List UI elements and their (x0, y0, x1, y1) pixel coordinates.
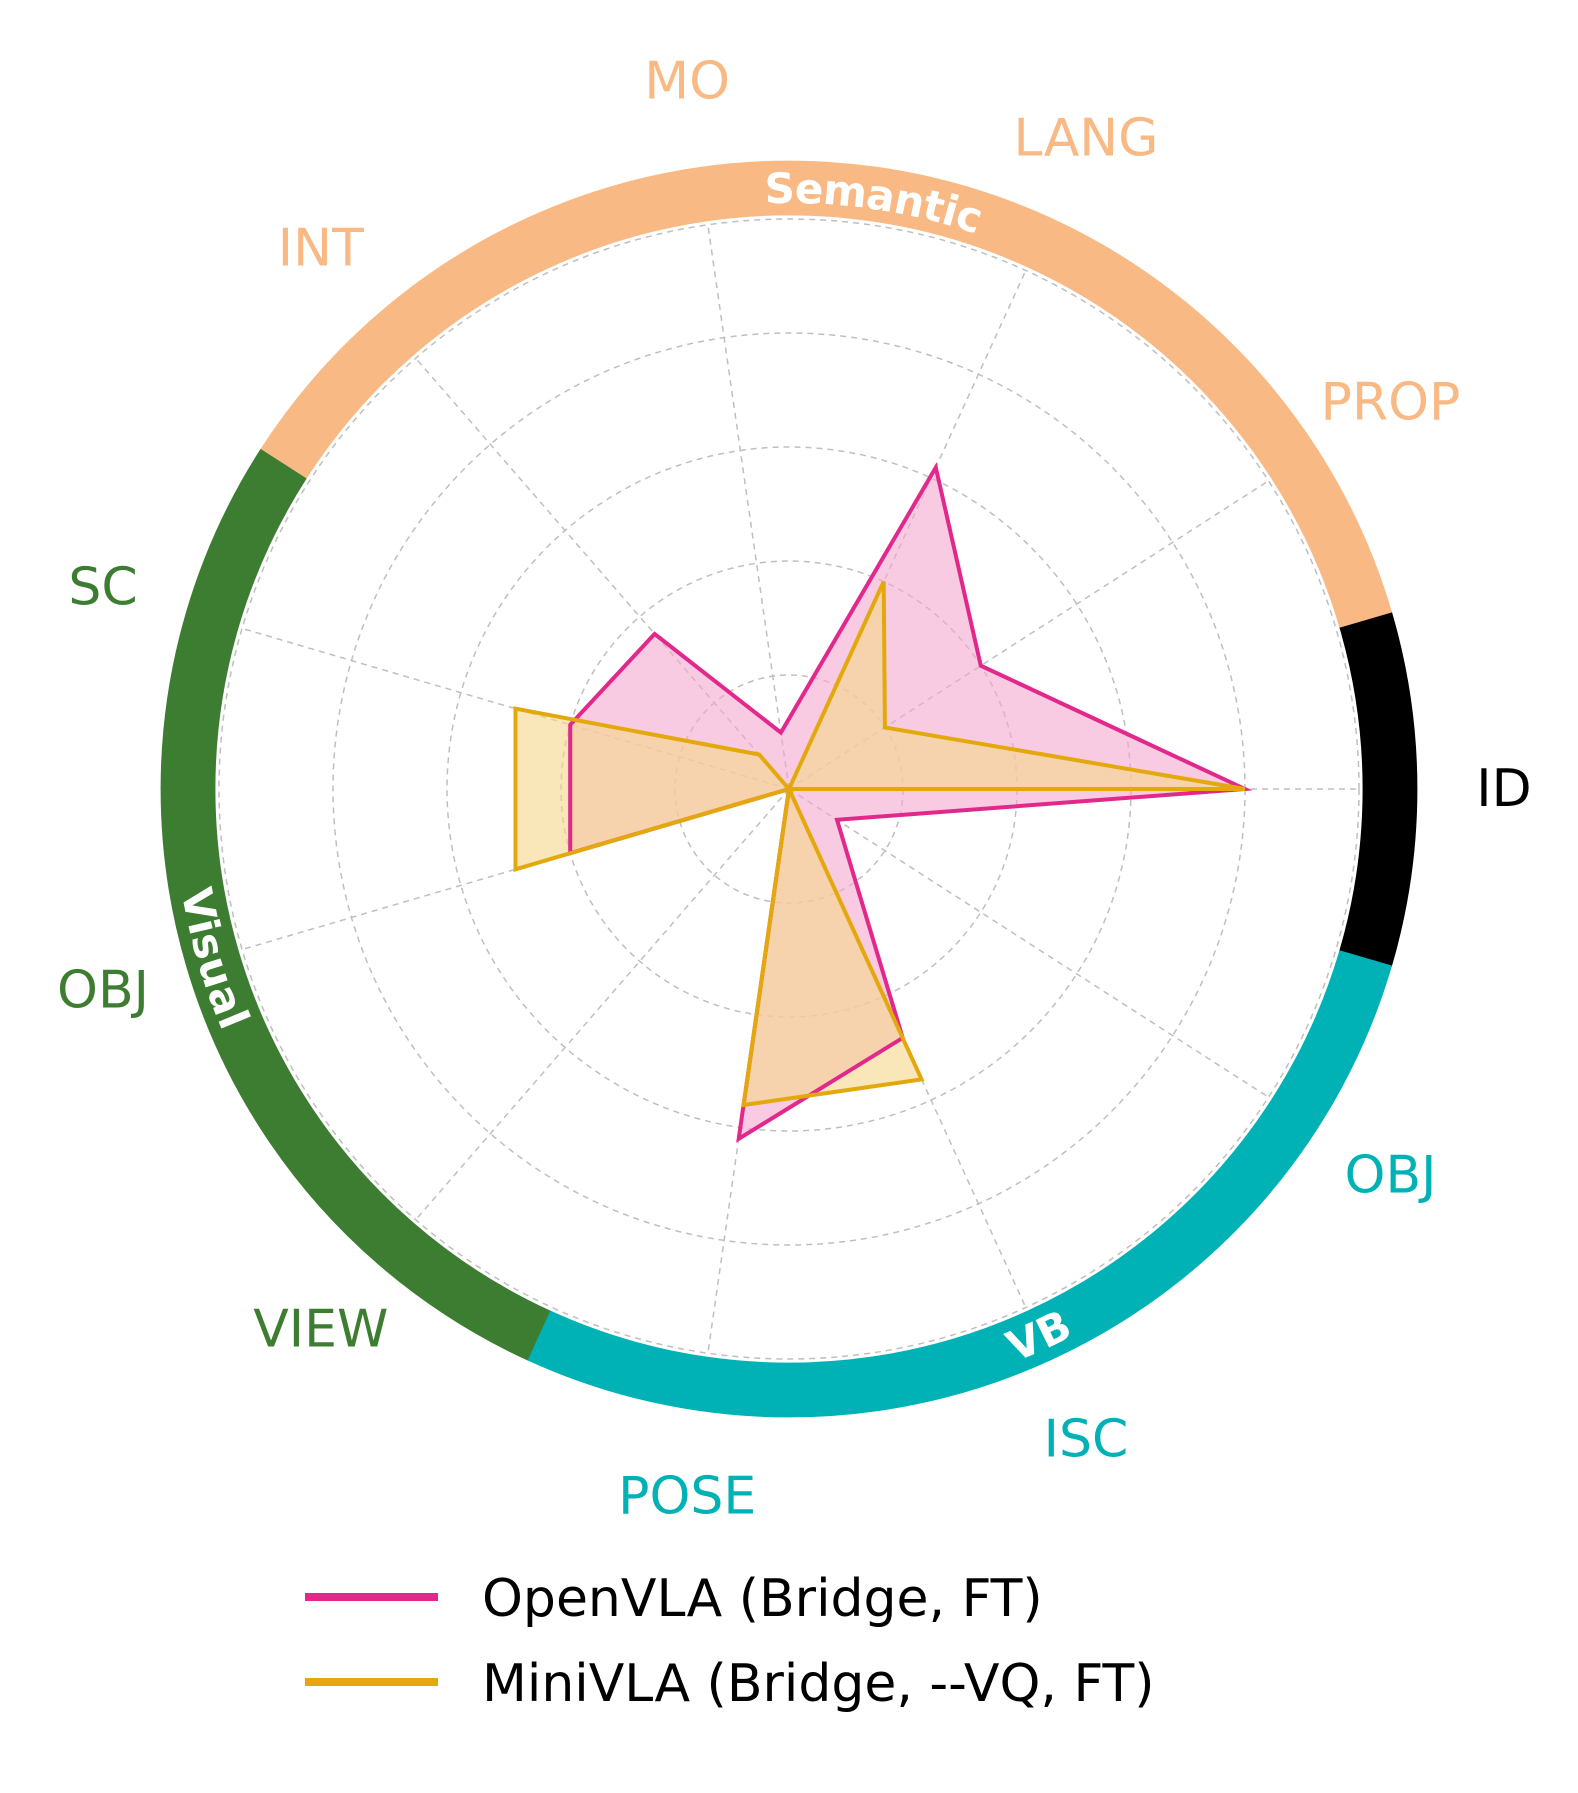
grid-spoke (707, 224, 790, 790)
grid-spokes (241, 224, 1359, 1354)
grid-spoke (788, 480, 1269, 790)
legend-label-openvla: OpenVLA (Bridge, FT) (482, 1569, 1043, 1629)
axis-label-obj-visual: OBJ (57, 960, 149, 1020)
axis-label-mo-semantic: MO (644, 51, 730, 111)
group-label-semantic: Semantic (764, 163, 989, 243)
band-segment-visual (160, 448, 307, 790)
grid-spoke (415, 788, 790, 1221)
band-segment-vb (527, 1310, 879, 1418)
axis-label-int-semantic: INT (278, 219, 364, 279)
band-segment-semantic (1164, 313, 1393, 628)
axis-label-prop-semantic: PROP (1321, 372, 1461, 432)
grid-spoke (788, 270, 1027, 790)
axis-label-sc-visual: SC (68, 558, 137, 618)
legend-label-minivla: MiniVLA (Bridge, --VQ, FT) (482, 1654, 1155, 1714)
axis-label-obj-vb: OBJ (1345, 1146, 1437, 1206)
category-band (160, 160, 1418, 1418)
axis-label-lang-semantic: LANG (1014, 109, 1159, 169)
grid-spoke (415, 357, 790, 790)
grid-ring (218, 218, 1360, 1360)
legend: OpenVLA (Bridge, FT) MiniVLA (Bridge, --… (305, 1569, 1155, 1714)
axis-label-id: ID (1476, 759, 1531, 819)
series-line-openvla-bridge-ft (568, 462, 1253, 1143)
grid-spoke (241, 788, 790, 951)
grid-spoke (241, 627, 790, 790)
band-segment-vb (1164, 950, 1393, 1265)
series-area-minivla-bridge-vq-ft (515, 581, 1245, 1105)
grid-spoke (788, 788, 1027, 1308)
axis-label-pose-vb: POSE (618, 1467, 756, 1527)
axis-label-view-visual: VIEW (253, 1299, 388, 1359)
axis-labels: ID PROP LANG MO INT SC OBJ VIEW POSE ISC OBJ (57, 51, 1532, 1526)
series-area-openvla-bridge-ft (570, 467, 1245, 1139)
series-line-minivla-bridge-vq-ft (513, 580, 1246, 1108)
grid-spoke (788, 788, 1269, 1098)
axis-label-isc-vb: ISC (1044, 1409, 1129, 1469)
data-series (513, 462, 1253, 1143)
grid-spoke (707, 788, 790, 1354)
